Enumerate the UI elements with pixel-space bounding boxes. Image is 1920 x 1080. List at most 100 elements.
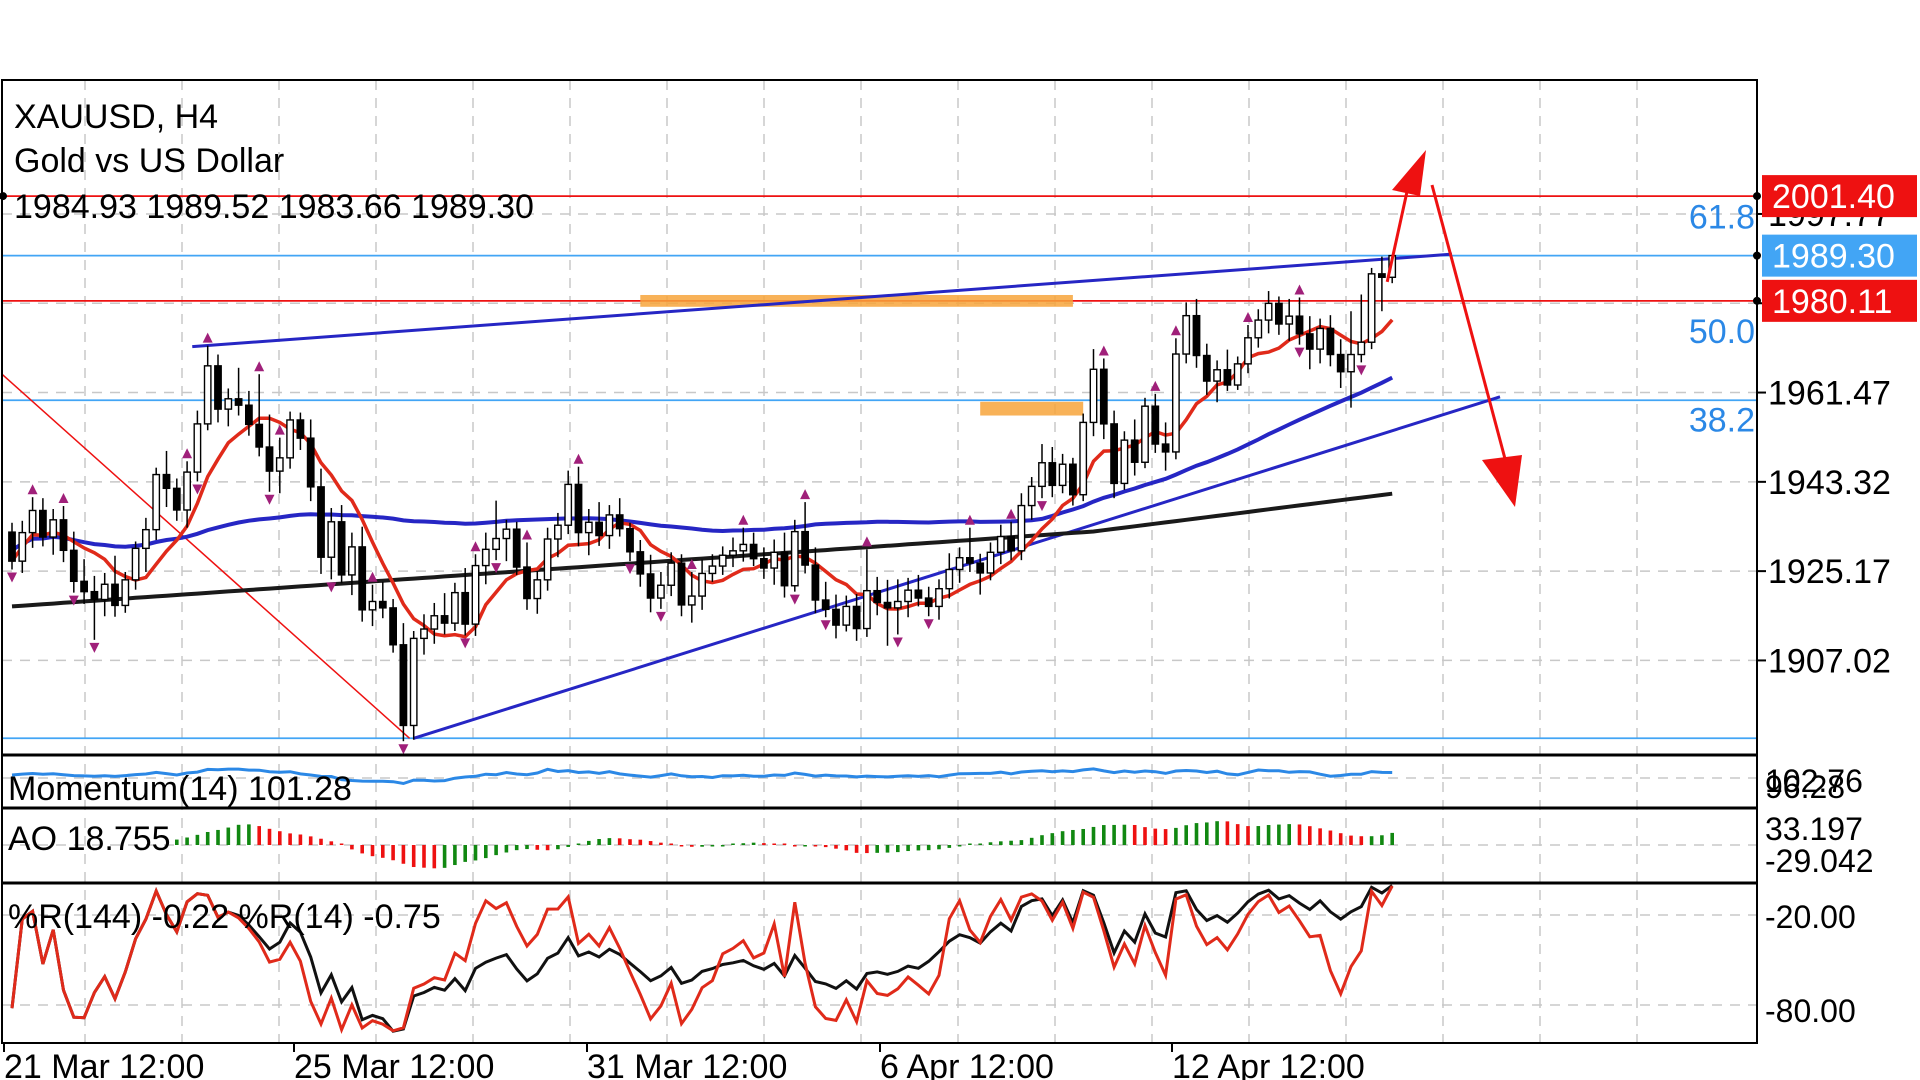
bearish-candle-body bbox=[1295, 315, 1304, 335]
bearish-candle-body bbox=[1099, 368, 1108, 425]
time-axis-label: 21 Mar 12:00 bbox=[4, 1048, 204, 1080]
candle bbox=[914, 574, 923, 607]
ao-bar-falling bbox=[329, 841, 334, 845]
bullish-candle-body bbox=[1058, 463, 1067, 487]
bullish-candle-body bbox=[893, 600, 902, 609]
ao-bar-rising bbox=[947, 845, 952, 848]
ao-bar-falling bbox=[391, 845, 395, 861]
fractal-up-arrow bbox=[202, 332, 213, 343]
fractal-up-arrow bbox=[1006, 508, 1017, 519]
candle bbox=[924, 586, 933, 617]
forecast-down-arrowhead bbox=[1482, 455, 1522, 507]
ao-bar-rising bbox=[576, 843, 581, 845]
bullish-candle-body bbox=[1017, 504, 1026, 552]
ao-label: AO 18.755 bbox=[8, 820, 171, 858]
ao-panel: AO 18.755 33.197 -29.042 bbox=[2, 806, 1874, 879]
bearish-candle-body bbox=[378, 600, 387, 609]
candle bbox=[193, 410, 202, 482]
ao-bar-rising bbox=[1040, 835, 1044, 845]
forecast-up-arrowhead bbox=[1392, 150, 1426, 196]
bearish-candle-body bbox=[914, 589, 923, 599]
bullish-candle-body bbox=[141, 528, 150, 550]
bearish-candle-body bbox=[626, 527, 634, 553]
ao-bar-falling bbox=[257, 826, 261, 845]
candle bbox=[1377, 256, 1386, 312]
candle bbox=[100, 572, 109, 617]
candle bbox=[1171, 338, 1180, 460]
candle bbox=[955, 547, 964, 583]
bullish-candle-body bbox=[420, 628, 428, 640]
bearish-candle-body bbox=[595, 521, 604, 537]
candle bbox=[976, 553, 985, 595]
bullish-candle-body bbox=[224, 398, 233, 410]
candle bbox=[255, 374, 264, 457]
bearish-candle-body bbox=[59, 519, 68, 552]
fractal-up-arrow bbox=[254, 361, 265, 372]
chart-frame bbox=[1, 79, 1758, 1044]
candle bbox=[873, 576, 882, 616]
bullish-candle-body bbox=[863, 589, 871, 630]
bullish-candle-body bbox=[718, 554, 727, 567]
fibonacci-level-label: 61.8 bbox=[1689, 198, 1755, 236]
ao-bar-rising bbox=[607, 838, 612, 845]
bullish-candle-body bbox=[1089, 368, 1098, 424]
bullish-candle-body bbox=[533, 579, 542, 600]
fractal-down-arrow bbox=[789, 594, 800, 605]
bearish-candle-body bbox=[399, 644, 408, 727]
ao-bar-rising bbox=[185, 837, 189, 845]
ao-bar-falling bbox=[278, 831, 282, 845]
candle bbox=[1099, 358, 1108, 440]
bullish-candle-body bbox=[1285, 315, 1294, 325]
momentum-panel: Momentum(14) 101.28 102.76 96.28 bbox=[2, 753, 1863, 808]
ao-bar-falling bbox=[1359, 836, 1364, 845]
candle bbox=[657, 571, 665, 609]
ao-bar-rising bbox=[1050, 833, 1055, 845]
ao-bar-falling bbox=[617, 838, 622, 845]
fibonacci-level-label: 38.2 bbox=[1689, 401, 1755, 439]
bullish-candle-body bbox=[1233, 363, 1242, 386]
price-tag-label: 2001.40 bbox=[1772, 178, 1895, 216]
bullish-candle-body bbox=[1079, 421, 1088, 496]
symbol-title: XAUUSD, H4 bbox=[14, 98, 218, 136]
bearish-candle-body bbox=[162, 473, 171, 490]
bearish-candle-body bbox=[821, 599, 830, 611]
bearish-candle-body bbox=[966, 557, 974, 564]
ao-bar-falling bbox=[1163, 829, 1168, 845]
fractal-up-arrow bbox=[1243, 312, 1253, 323]
williams-axis-bottom: -80.00 bbox=[1765, 993, 1856, 1029]
bullish-candle-body bbox=[1182, 314, 1191, 355]
ao-bar-rising bbox=[957, 845, 962, 847]
candle bbox=[935, 579, 943, 620]
bearish-candle-body bbox=[1223, 369, 1232, 386]
candle bbox=[698, 559, 707, 610]
bearish-candle-body bbox=[337, 521, 346, 576]
bearish-candle-body bbox=[1274, 302, 1283, 325]
ao-axis-bottom: -29.042 bbox=[1765, 843, 1874, 879]
fractal-down-arrow bbox=[820, 620, 831, 631]
candle bbox=[1326, 315, 1335, 367]
candle bbox=[667, 552, 676, 597]
williams-r-14-line bbox=[10, 885, 1394, 1035]
bearish-candle-body bbox=[1192, 314, 1201, 357]
ao-bar-rising bbox=[1256, 826, 1261, 845]
ao-bar-rising bbox=[1091, 826, 1096, 845]
ao-bar-rising bbox=[803, 845, 807, 847]
bearish-candle-body bbox=[760, 557, 768, 569]
ao-bar-rising bbox=[473, 845, 478, 861]
candle bbox=[729, 537, 737, 568]
candle bbox=[1213, 360, 1222, 403]
bullish-candle-body bbox=[183, 471, 191, 511]
fibonacci-level-label: 50.0 bbox=[1689, 313, 1755, 351]
candle bbox=[203, 345, 212, 431]
bearish-candle-body bbox=[358, 546, 367, 611]
fractal-down-arrow bbox=[655, 611, 666, 622]
ao-bar-falling bbox=[844, 845, 849, 851]
candle bbox=[275, 437, 284, 494]
price-tag-label: 1989.30 bbox=[1772, 238, 1895, 276]
bearish-candle-body bbox=[852, 605, 861, 630]
ao-bar-falling bbox=[267, 828, 272, 845]
candle bbox=[224, 388, 233, 427]
candle bbox=[790, 519, 799, 592]
candle bbox=[306, 419, 315, 502]
candle bbox=[1233, 356, 1242, 390]
